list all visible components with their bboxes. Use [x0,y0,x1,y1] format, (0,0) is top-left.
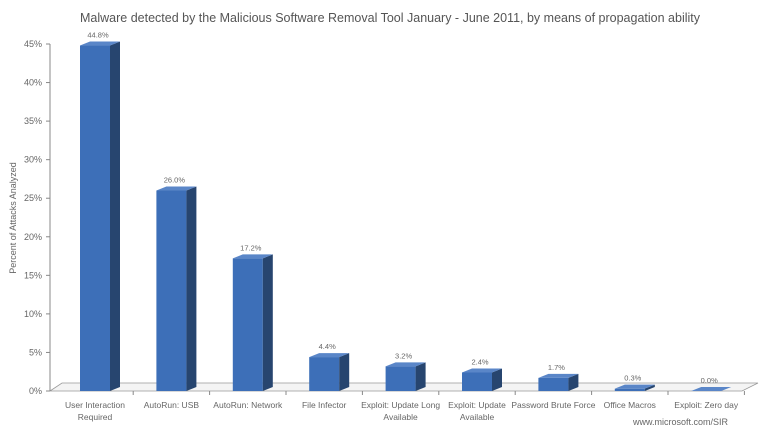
y-tick-label: 40% [24,78,42,88]
data-label: 44.8% [87,31,109,40]
bar-group: 17.2% AutoRun: Network [213,243,283,410]
bar-top [538,373,579,378]
data-label: 3.2% [395,351,412,360]
bar-group: 4.4% File Infector [302,342,350,410]
data-label: 0.0% [701,376,718,385]
bar-top [80,41,120,46]
data-label: 4.4% [319,342,336,351]
y-tick-label: 45% [24,39,42,49]
bar [462,372,492,391]
x-tick-label: Exploit: Update [448,400,506,410]
y-tick-label: 20% [24,232,42,242]
bar-side [568,373,579,391]
x-tick-label: Required [78,412,113,422]
bar-group: 3.2% Exploit: Update Long Available [361,351,440,422]
bar [309,357,340,391]
bar [80,45,110,391]
bar-group: 1.7% Password Brute Force [511,363,595,410]
bar-side [339,353,350,391]
bar-top [691,387,732,391]
bar-top [309,353,350,358]
x-tick-label: File Infector [302,400,347,410]
bar-group: 26.0% AutoRun: USB [144,176,200,410]
bar-side [492,368,502,391]
bar-top [614,384,655,389]
x-tick-label: Exploit: Zero day [674,400,739,410]
bar-top [385,362,426,367]
x-tick-label: Office Macros [604,400,656,410]
y-tick-label: 10% [24,309,42,319]
bar-group: 0.3% Office Macros [604,374,656,410]
bar-side [415,362,426,391]
bar-side [644,384,655,391]
x-tick-label: Available [460,412,495,422]
bar-side [186,186,197,391]
x-tick-label: Available [383,412,418,422]
chart-title: Malware detected by the Malicious Softwa… [80,11,701,25]
bar-group: 0.0% Exploit: Zero day [674,376,739,410]
bar-top [462,368,502,373]
y-tick-label: 15% [24,270,42,280]
bar [385,366,416,391]
x-tick-label: Exploit: Update Long [361,400,440,410]
y-tick-label: 35% [24,116,42,126]
y-tick-label: 5% [29,347,42,357]
bar-group: 44.8% User Interaction Required [65,31,125,422]
bar-top [232,254,273,259]
x-tick-label: User Interaction [65,400,125,410]
data-label: 26.0% [164,176,186,185]
bar [538,377,569,391]
x-tick-label: Password Brute Force [511,400,595,410]
bar [156,190,187,391]
bar-group: 2.4% Exploit: Update Available [448,357,506,422]
y-axis-label: Percent of Attacks Analyzed [8,162,18,274]
bar-side [262,254,273,391]
data-label: 2.4% [471,357,488,366]
bar [614,388,645,391]
source-label: www.microsoft.com/SIR [632,417,729,427]
x-tick-label: AutoRun: USB [144,400,200,410]
x-tick-label: AutoRun: Network [213,400,283,410]
bar [232,258,263,391]
data-label: 0.3% [624,374,641,383]
data-label: 17.2% [240,243,262,252]
bar-top [156,186,197,191]
y-tick-label: 0% [29,386,42,396]
y-tick-label: 30% [24,155,42,165]
data-label: 1.7% [548,363,565,372]
y-tick-label: 25% [24,193,42,203]
bar-side [110,41,120,391]
